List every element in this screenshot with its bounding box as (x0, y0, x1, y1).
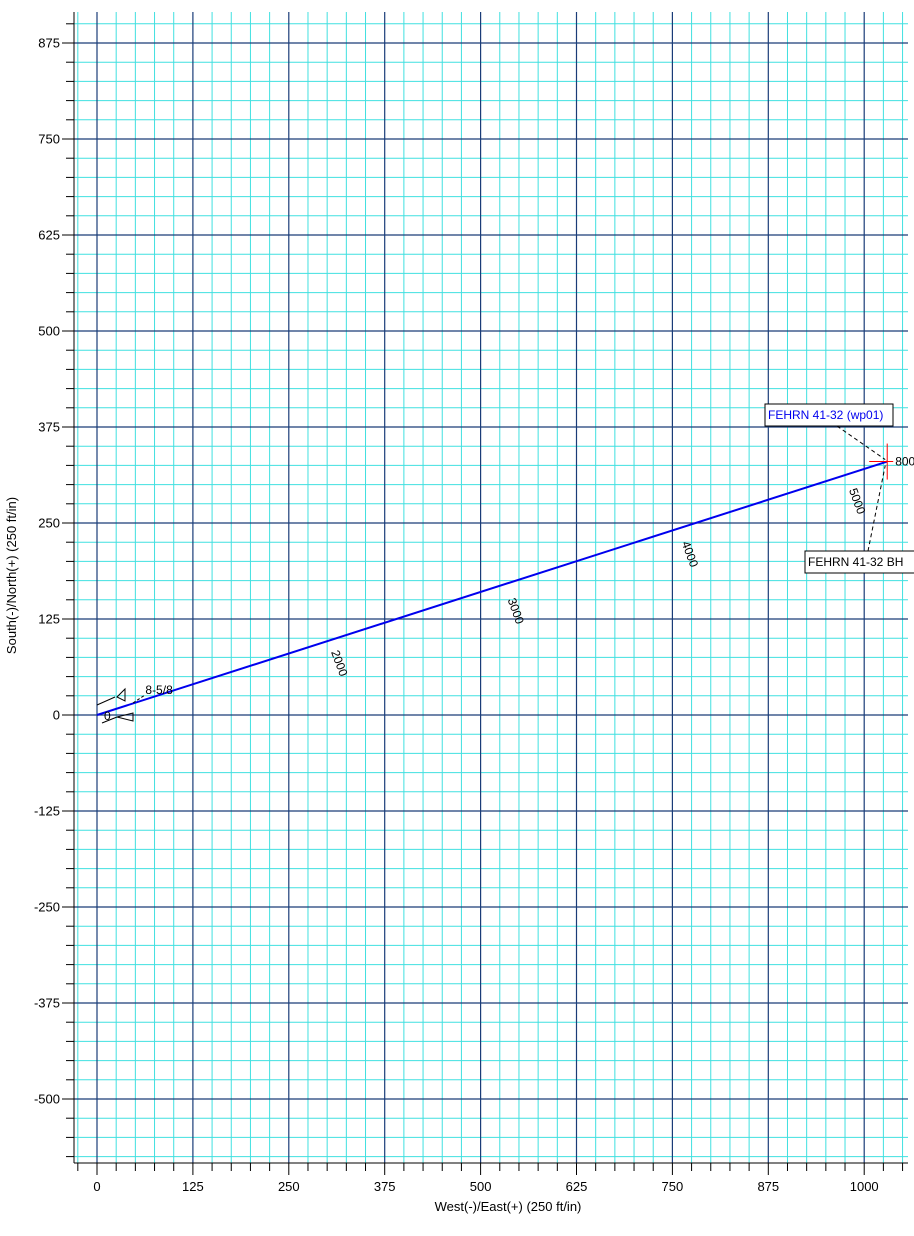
x-axis-title: West(-)/East(+) (250 ft/in) (435, 1199, 582, 1214)
minor-grid (74, 12, 908, 1163)
md-label: 4000 (679, 539, 701, 569)
x-tick-label: 125 (182, 1179, 204, 1194)
casing-shoe-marker-lower (116, 712, 134, 722)
major-grid (74, 12, 908, 1163)
y-tick-label: 625 (38, 228, 60, 243)
y-tick-label: 125 (38, 612, 60, 627)
casing-tick-lower (101, 716, 118, 724)
bh-label-box (804, 550, 914, 574)
y-tick-label: -375 (34, 996, 60, 1011)
y-axis-title: South(-)/North(+) (250 ft/in) (4, 497, 19, 654)
axes (62, 12, 908, 1175)
x-tick-label: 375 (374, 1179, 396, 1194)
y-tick-label: 875 (38, 36, 60, 51)
y-tick-label: 375 (38, 420, 60, 435)
casing-tick-upper (96, 696, 116, 706)
x-tick-label: 625 (566, 1179, 588, 1194)
md-label: 3000 (505, 596, 527, 626)
md-label: 2000 (328, 648, 350, 678)
end-md-label: 800 (895, 455, 914, 469)
tick-labels: 0 125 250 375 500 625 750 875 1000 875 750 625 500 37… (34, 36, 879, 1195)
y-tick-label: -500 (34, 1092, 60, 1107)
target-leader (836, 425, 886, 460)
x-tick-label: 750 (662, 1179, 684, 1194)
annotations-layer: 0 2000 3000 4000 5000 8-5/8 800 FEHRN 41-32 (wp… (96, 403, 914, 724)
y-tick-label: -250 (34, 900, 60, 915)
x-tick-label: 1000 (850, 1179, 879, 1194)
md-label: 0 (104, 709, 111, 723)
y-tick-label: -125 (34, 804, 60, 819)
x-tick-label: 500 (470, 1179, 492, 1194)
x-tick-label: 0 (93, 1179, 100, 1194)
target-label-box (764, 403, 894, 427)
series-layer (96, 460, 888, 716)
md-label: 5000 (846, 486, 868, 516)
well-path-line (96, 460, 888, 716)
casing-leader (132, 694, 146, 704)
y-tick-label: 250 (38, 516, 60, 531)
bh-label: FEHRN 41-32 BH (808, 555, 903, 569)
x-tick-label: 250 (278, 1179, 300, 1194)
x-tick-label: 875 (757, 1179, 779, 1194)
y-tick-label: 500 (38, 324, 60, 339)
casing-shoe-marker-upper (116, 687, 126, 702)
y-tick-label: 0 (53, 708, 60, 723)
bh-leader (867, 465, 886, 552)
y-tick-label: 750 (38, 132, 60, 147)
casing-label: 8-5/8 (145, 683, 173, 697)
target-label: FEHRN 41-32 (wp01) (768, 408, 883, 422)
